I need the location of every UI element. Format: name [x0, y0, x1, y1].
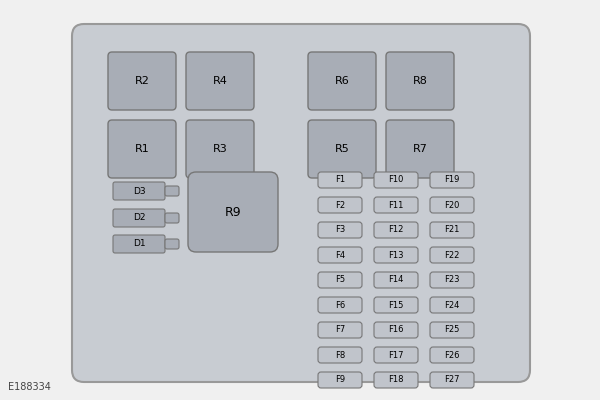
FancyBboxPatch shape — [430, 222, 474, 238]
Text: F6: F6 — [335, 300, 345, 310]
FancyBboxPatch shape — [318, 247, 362, 263]
FancyBboxPatch shape — [386, 120, 454, 178]
FancyBboxPatch shape — [108, 52, 176, 110]
Text: F23: F23 — [444, 276, 460, 284]
Text: F14: F14 — [388, 276, 404, 284]
Text: F12: F12 — [388, 226, 404, 234]
FancyBboxPatch shape — [318, 322, 362, 338]
Text: F19: F19 — [445, 176, 460, 184]
FancyBboxPatch shape — [165, 213, 179, 223]
FancyBboxPatch shape — [430, 372, 474, 388]
Text: F10: F10 — [388, 176, 404, 184]
Text: F22: F22 — [445, 250, 460, 260]
FancyBboxPatch shape — [113, 209, 165, 227]
Text: F17: F17 — [388, 350, 404, 360]
Text: F26: F26 — [444, 350, 460, 360]
FancyBboxPatch shape — [374, 322, 418, 338]
FancyBboxPatch shape — [113, 235, 165, 253]
FancyBboxPatch shape — [430, 297, 474, 313]
FancyBboxPatch shape — [430, 172, 474, 188]
Text: R4: R4 — [212, 76, 227, 86]
FancyBboxPatch shape — [113, 182, 165, 200]
Text: F25: F25 — [445, 326, 460, 334]
FancyBboxPatch shape — [386, 52, 454, 110]
Text: D1: D1 — [133, 240, 145, 248]
FancyBboxPatch shape — [430, 247, 474, 263]
Text: R7: R7 — [413, 144, 427, 154]
FancyBboxPatch shape — [186, 52, 254, 110]
FancyBboxPatch shape — [430, 197, 474, 213]
Text: F11: F11 — [388, 200, 404, 210]
Text: F15: F15 — [388, 300, 404, 310]
FancyBboxPatch shape — [318, 272, 362, 288]
FancyBboxPatch shape — [374, 272, 418, 288]
FancyBboxPatch shape — [430, 347, 474, 363]
Text: F3: F3 — [335, 226, 345, 234]
Text: F27: F27 — [444, 376, 460, 384]
Text: R1: R1 — [134, 144, 149, 154]
Text: E188334: E188334 — [8, 382, 51, 392]
FancyBboxPatch shape — [318, 372, 362, 388]
Text: F20: F20 — [445, 200, 460, 210]
FancyBboxPatch shape — [72, 24, 530, 382]
Text: F13: F13 — [388, 250, 404, 260]
Text: R2: R2 — [134, 76, 149, 86]
FancyBboxPatch shape — [374, 347, 418, 363]
Text: F21: F21 — [445, 226, 460, 234]
FancyBboxPatch shape — [374, 172, 418, 188]
Text: F1: F1 — [335, 176, 345, 184]
Text: F18: F18 — [388, 376, 404, 384]
Text: F7: F7 — [335, 326, 345, 334]
FancyBboxPatch shape — [308, 52, 376, 110]
FancyBboxPatch shape — [374, 297, 418, 313]
Text: D2: D2 — [133, 214, 145, 222]
FancyBboxPatch shape — [374, 372, 418, 388]
Text: R6: R6 — [335, 76, 349, 86]
Text: F5: F5 — [335, 276, 345, 284]
FancyBboxPatch shape — [186, 120, 254, 178]
FancyBboxPatch shape — [318, 347, 362, 363]
FancyBboxPatch shape — [165, 186, 179, 196]
Text: R8: R8 — [413, 76, 427, 86]
Text: F8: F8 — [335, 350, 345, 360]
FancyBboxPatch shape — [374, 197, 418, 213]
FancyBboxPatch shape — [318, 222, 362, 238]
FancyBboxPatch shape — [318, 297, 362, 313]
FancyBboxPatch shape — [108, 120, 176, 178]
Text: F2: F2 — [335, 200, 345, 210]
Text: F9: F9 — [335, 376, 345, 384]
Text: R3: R3 — [212, 144, 227, 154]
FancyBboxPatch shape — [430, 322, 474, 338]
FancyBboxPatch shape — [430, 272, 474, 288]
FancyBboxPatch shape — [374, 247, 418, 263]
FancyBboxPatch shape — [308, 120, 376, 178]
FancyBboxPatch shape — [318, 197, 362, 213]
Text: F4: F4 — [335, 250, 345, 260]
Text: R5: R5 — [335, 144, 349, 154]
FancyBboxPatch shape — [188, 172, 278, 252]
Text: F24: F24 — [445, 300, 460, 310]
Text: F16: F16 — [388, 326, 404, 334]
FancyBboxPatch shape — [165, 239, 179, 249]
Text: D3: D3 — [133, 186, 145, 196]
FancyBboxPatch shape — [318, 172, 362, 188]
FancyBboxPatch shape — [374, 222, 418, 238]
Text: R9: R9 — [224, 206, 241, 218]
